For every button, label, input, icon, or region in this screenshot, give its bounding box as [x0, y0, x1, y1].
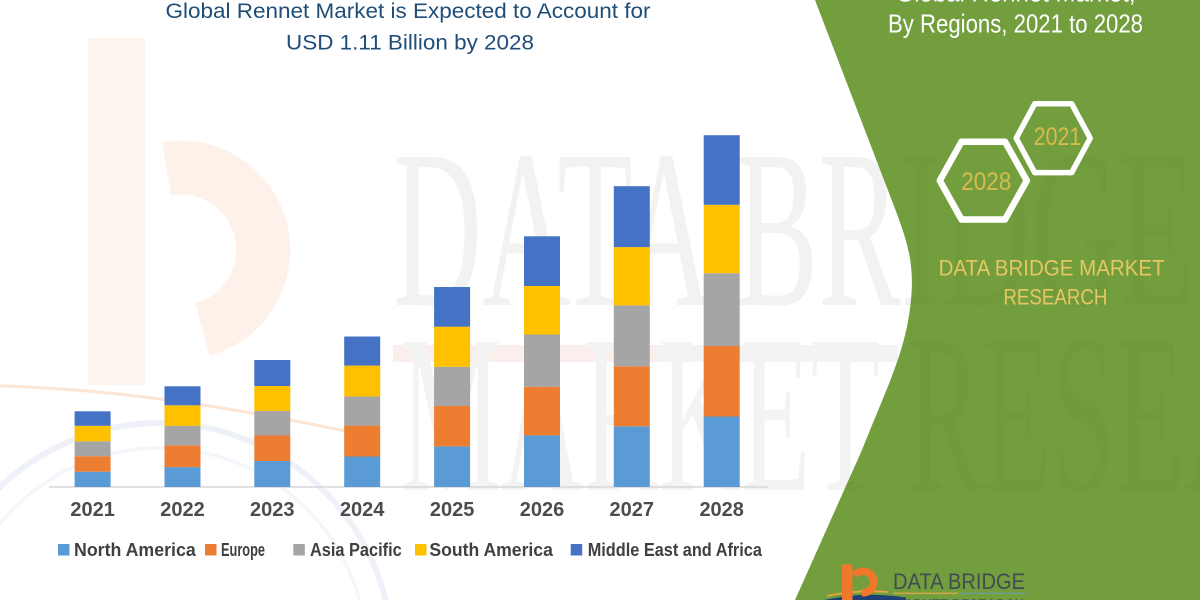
svg-text:Asia Pacific: Asia Pacific [310, 540, 402, 560]
svg-text:Global Rennet Market,: Global Rennet Market, [896, 0, 1136, 8]
svg-text:DATA BRIDGE MARKET: DATA BRIDGE MARKET [939, 255, 1165, 280]
svg-text:Global Rennet Market is Expect: Global Rennet Market is Expected to Acco… [166, 0, 651, 23]
svg-text:2021: 2021 [70, 499, 115, 521]
svg-text:By Regions, 2021 to 2028: By Regions, 2021 to 2028 [888, 9, 1143, 39]
svg-text:DATA BRIDGE: DATA BRIDGE [893, 569, 1025, 594]
svg-text:USD 1.11 Billion by 2028: USD 1.11 Billion by 2028 [286, 30, 534, 54]
svg-text:2022: 2022 [160, 499, 205, 521]
svg-text:2028: 2028 [961, 168, 1011, 196]
svg-text:MARKET RESEARCH: MARKET RESEARCH [893, 596, 1024, 600]
svg-text:RESEARCH: RESEARCH [1003, 285, 1107, 310]
svg-text:2021: 2021 [1034, 123, 1082, 151]
svg-text:2028: 2028 [699, 499, 744, 521]
svg-text:2024: 2024 [340, 499, 385, 521]
svg-text:North America: North America [74, 540, 197, 560]
svg-text:2025: 2025 [430, 499, 475, 521]
svg-text:2027: 2027 [610, 499, 655, 521]
svg-text:2026: 2026 [520, 499, 565, 521]
svg-text:Middle East and Africa: Middle East and Africa [588, 540, 763, 560]
svg-text:Europe: Europe [221, 540, 265, 560]
svg-text:2023: 2023 [250, 499, 295, 521]
svg-text:South America: South America [429, 540, 553, 560]
